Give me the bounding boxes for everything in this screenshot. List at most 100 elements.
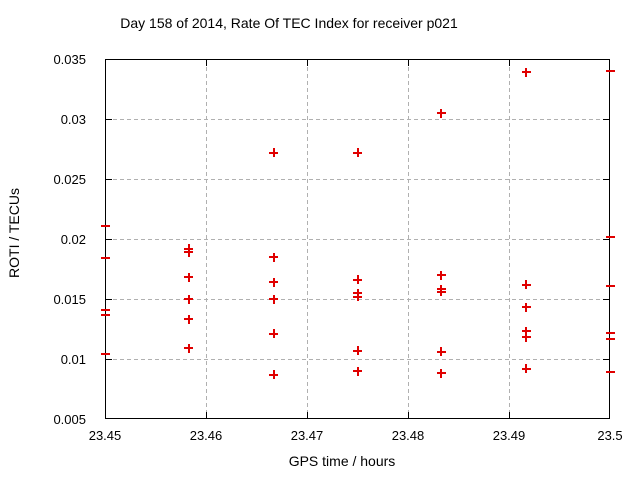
axis-tick-left: [106, 359, 112, 360]
marker-vertical-stroke: [187, 294, 190, 304]
data-point-marker: [521, 280, 531, 290]
data-point-marker: [100, 350, 110, 359]
data-point-marker: [521, 67, 531, 77]
axis-tick-bottom: [206, 412, 207, 418]
y-tick-label: 0.01: [60, 352, 86, 367]
data-point-marker: [184, 247, 194, 257]
marker-vertical-stroke: [440, 347, 443, 357]
marker-vertical-stroke: [440, 368, 443, 378]
axis-tick-right: [603, 299, 609, 300]
grid-line-v: [206, 60, 207, 418]
data-point-marker: [269, 294, 279, 304]
x-tick-label: 23.45: [88, 428, 122, 443]
data-point-marker: [269, 370, 279, 380]
data-point-marker: [184, 272, 194, 282]
y-tick-label: 0.005: [53, 412, 86, 427]
data-point-marker: [269, 148, 279, 158]
axis-tick-bottom: [509, 412, 510, 418]
marker-vertical-stroke: [356, 292, 359, 302]
marker-vertical-stroke: [187, 272, 190, 282]
axis-tick-top: [408, 60, 409, 66]
marker-horizontal-stroke: [100, 257, 110, 260]
marker-horizontal-stroke: [100, 308, 110, 311]
marker-vertical-stroke: [440, 108, 443, 118]
data-point-marker: [353, 346, 362, 356]
marker-vertical-stroke: [356, 148, 359, 158]
x-tick-label: 23.5: [597, 428, 623, 443]
axis-tick-right: [603, 239, 609, 240]
marker-horizontal-stroke: [100, 224, 110, 227]
marker-vertical-stroke: [272, 370, 275, 380]
data-point-marker: [605, 328, 615, 337]
data-point-marker: [521, 302, 531, 312]
y-tick-label: 0.035: [53, 52, 86, 67]
data-point-marker: [436, 270, 446, 280]
axis-tick-right: [603, 179, 609, 180]
data-point-marker: [436, 108, 446, 118]
marker-vertical-stroke: [525, 364, 528, 374]
marker-vertical-stroke: [272, 148, 275, 158]
data-point-marker: [100, 254, 110, 263]
data-point-marker: [269, 277, 279, 287]
grid-line-v: [307, 60, 308, 418]
marker-horizontal-stroke: [605, 371, 615, 374]
data-point-marker: [100, 221, 110, 230]
axis-tick-right: [603, 359, 609, 360]
marker-horizontal-stroke: [100, 313, 110, 316]
axis-tick-top: [307, 60, 308, 66]
chart-title: Day 158 of 2014, Rate Of TEC Index for r…: [120, 15, 458, 31]
marker-vertical-stroke: [525, 280, 528, 290]
marker-horizontal-stroke: [605, 284, 615, 287]
axis-tick-bottom: [408, 412, 409, 418]
marker-horizontal-stroke: [100, 353, 110, 356]
data-point-marker: [353, 148, 362, 158]
y-tick-label: 0.03: [60, 112, 86, 127]
marker-vertical-stroke: [356, 366, 359, 376]
data-point-marker: [436, 368, 446, 378]
grid-line-h: [106, 119, 609, 120]
marker-vertical-stroke: [272, 252, 275, 262]
data-point-marker: [605, 368, 615, 377]
data-point-marker: [100, 310, 110, 319]
axis-tick-left: [106, 239, 112, 240]
axis-tick-right: [603, 119, 609, 120]
x-tick-label: 23.46: [189, 428, 223, 443]
marker-vertical-stroke: [525, 67, 528, 77]
x-tick-label: 23.47: [290, 428, 324, 443]
y-tick-label: 0.015: [53, 292, 86, 307]
data-point-marker: [605, 67, 615, 76]
x-tick-label: 23.49: [492, 428, 526, 443]
marker-vertical-stroke: [272, 329, 275, 339]
data-point-marker: [184, 294, 194, 304]
data-point-marker: [100, 305, 110, 314]
data-point-marker: [605, 334, 615, 343]
axis-tick-left: [106, 119, 112, 120]
marker-vertical-stroke: [356, 275, 359, 285]
x-axis-label: GPS time / hours: [288, 453, 396, 469]
marker-vertical-stroke: [356, 346, 359, 356]
marker-vertical-stroke: [187, 343, 190, 353]
data-point-marker: [353, 275, 362, 285]
axis-tick-top: [206, 60, 207, 66]
y-tick-label: 0.02: [60, 232, 86, 247]
marker-vertical-stroke: [272, 294, 275, 304]
grid-line-v: [509, 60, 510, 418]
data-point-marker: [521, 326, 531, 336]
data-point-marker: [521, 364, 531, 374]
data-point-marker: [436, 347, 446, 357]
marker-vertical-stroke: [525, 326, 528, 336]
x-tick-label: 23.48: [391, 428, 425, 443]
data-point-marker: [184, 343, 194, 353]
grid-line-h: [106, 239, 609, 240]
marker-horizontal-stroke: [605, 337, 615, 340]
marker-horizontal-stroke: [605, 70, 615, 72]
grid-line-h: [106, 179, 609, 180]
data-point-marker: [436, 287, 446, 297]
axis-tick-left: [106, 299, 112, 300]
data-point-marker: [353, 292, 362, 302]
marker-vertical-stroke: [525, 332, 528, 342]
marker-vertical-stroke: [187, 314, 190, 324]
grid-line-v: [408, 60, 409, 418]
marker-vertical-stroke: [525, 302, 528, 312]
marker-vertical-stroke: [272, 277, 275, 287]
